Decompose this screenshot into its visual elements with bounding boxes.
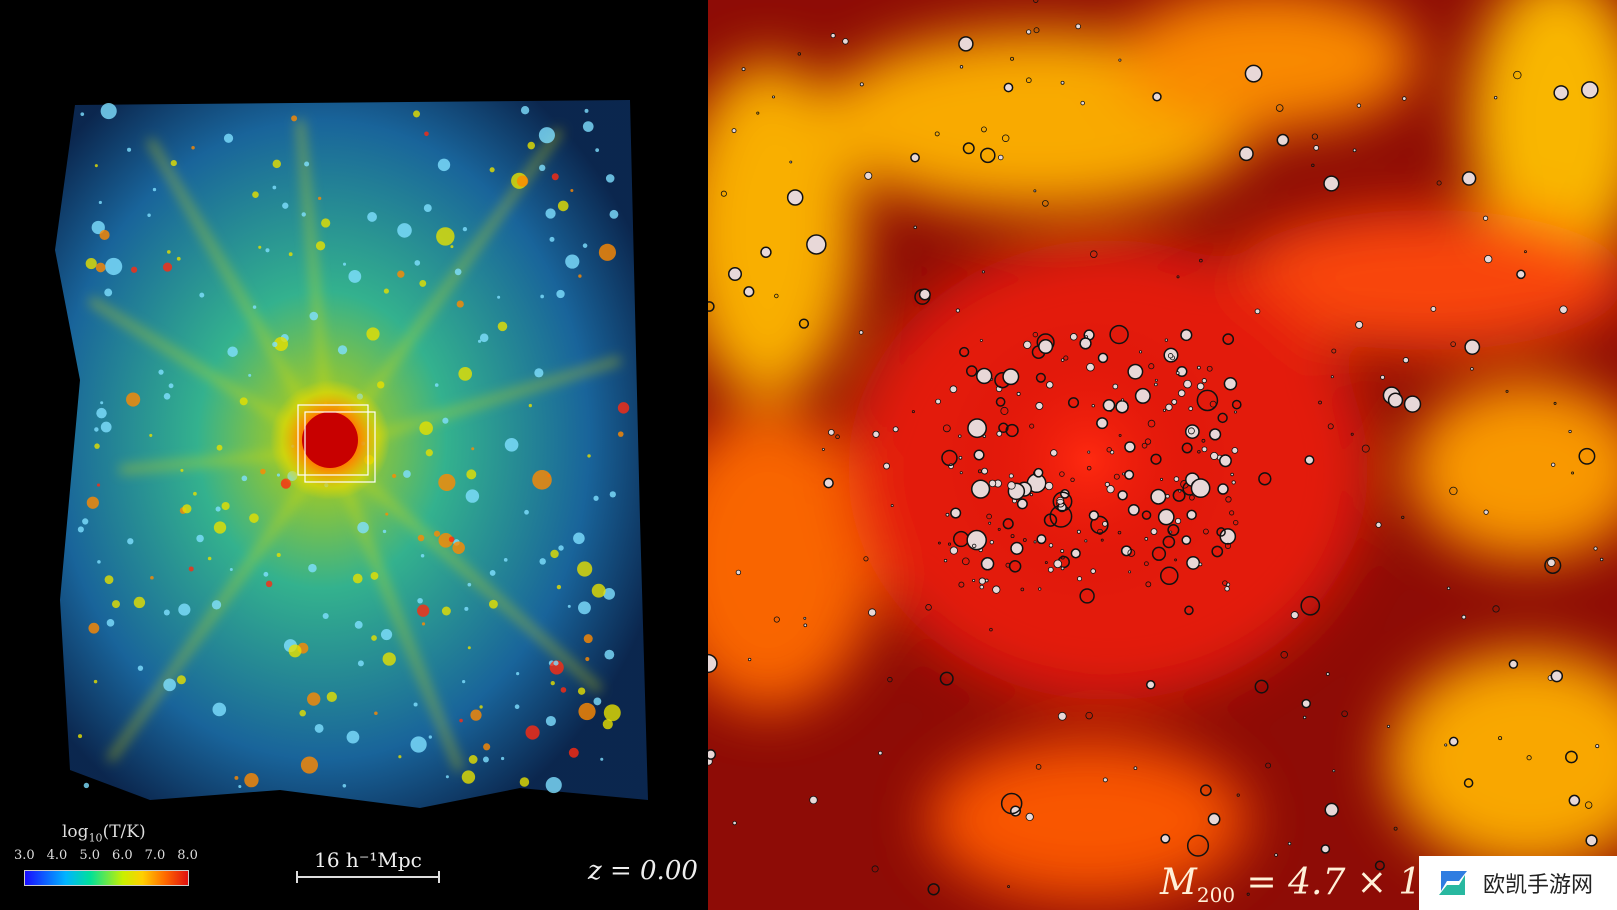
colorbar-tick: 3.0 — [14, 848, 35, 863]
temperature-map-image — [55, 100, 648, 808]
scale-bar-label: 16 h⁻¹Mpc — [314, 848, 422, 872]
halo-zoom-image — [708, 0, 1617, 910]
halo-zoom-panel: M200 = 4.7 × 1 — [708, 0, 1617, 910]
logo-icon — [1439, 871, 1467, 895]
colorbar-ticks: 3.0 4.0 5.0 6.0 7.0 8.0 — [14, 848, 198, 863]
colorbar-tick: 5.0 — [79, 848, 100, 863]
watermark-text: 欧凯手游网 — [1483, 873, 1594, 898]
colorbar-tick: 6.0 — [111, 848, 133, 863]
temperature-map-panel: log10(T/K) 3.0 4.0 5.0 6.0 7.0 8.0 16 h⁻… — [0, 0, 706, 910]
site-watermark: 欧凯手游网 — [1419, 856, 1617, 910]
scale-bar: 16 h⁻¹Mpc — [296, 848, 440, 883]
colorbar-tick: 7.0 — [144, 848, 166, 863]
temperature-colorbar — [24, 870, 189, 886]
colorbar-tick: 8.0 — [177, 848, 198, 863]
colorbar-tick: 4.0 — [46, 848, 68, 863]
halo-mass-label: M200 = 4.7 × 1 — [1160, 862, 1422, 908]
zoom-region-box — [297, 404, 376, 483]
colorbar-title: log10(T/K) — [62, 822, 146, 845]
scale-bar-line — [296, 871, 440, 883]
redshift-label: z = 0.00 — [588, 856, 698, 886]
